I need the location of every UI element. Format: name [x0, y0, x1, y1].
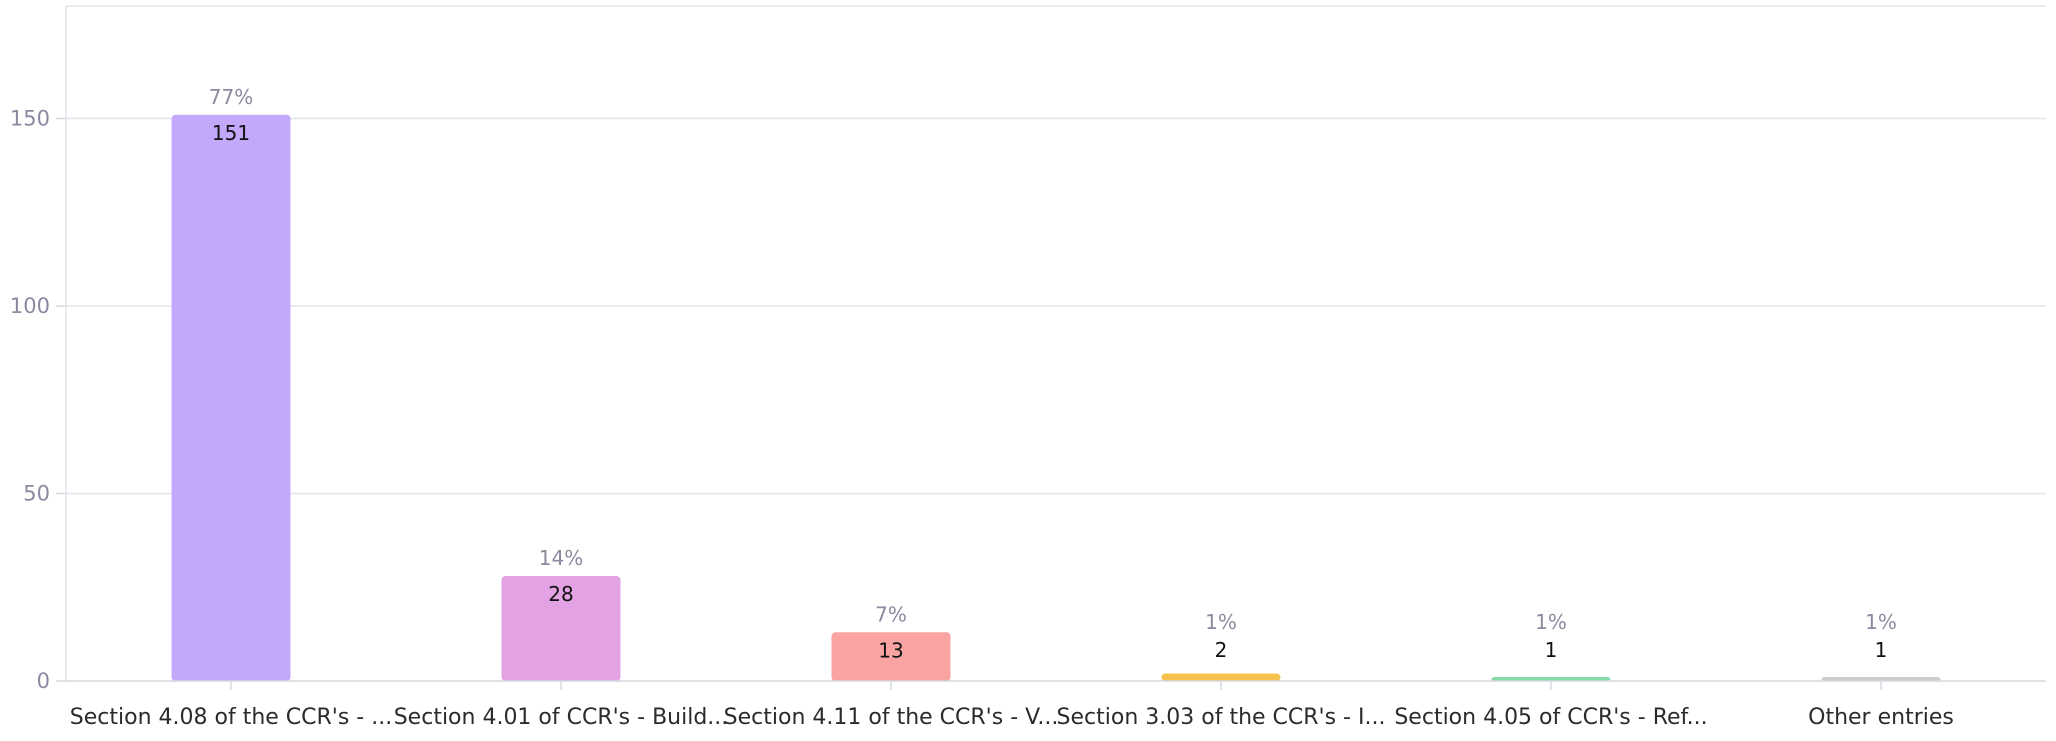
bar[interactable]	[171, 114, 291, 681]
x-category-label: Other entries	[1808, 705, 1954, 730]
y-tick-label: 150	[10, 107, 50, 131]
x-category-label: Section 4.08 of the CCR's - ...	[70, 705, 392, 730]
bar-percent-label: 14%	[539, 546, 583, 570]
bars	[171, 114, 1941, 682]
bar[interactable]	[1491, 677, 1611, 681]
y-tick-label: 100	[10, 294, 50, 318]
x-category-label: Section 3.03 of the CCR's - I...	[1057, 705, 1386, 730]
bar-value-label: 1	[1545, 638, 1558, 662]
bar-percent-label: 7%	[875, 602, 907, 626]
bar[interactable]	[831, 632, 951, 681]
bar[interactable]	[1161, 673, 1281, 682]
bar-value-label: 28	[548, 582, 573, 606]
bar-percent-label: 1%	[1535, 610, 1567, 634]
bar-labels: 77% 151 14% 28 7% 13 1% 2 1% 1 1% 1	[209, 85, 1897, 663]
bar-percent-label: 1%	[1865, 610, 1897, 634]
bar[interactable]	[1821, 677, 1941, 681]
bar[interactable]	[501, 576, 621, 681]
x-category-label: Section 4.01 of CCR's - Build...	[394, 705, 729, 730]
bar-percent-label: 77%	[209, 85, 253, 109]
x-axis	[66, 680, 2046, 690]
bar-value-label: 1	[1875, 638, 1888, 662]
x-category-label: Section 4.11 of the CCR's - V...	[724, 705, 1059, 730]
bar-value-label: 13	[878, 638, 903, 662]
y-tick-label: 50	[23, 482, 50, 506]
x-axis-category-labels: Section 4.08 of the CCR's - ... Section 4…	[70, 705, 1954, 730]
gridlines	[56, 5, 2046, 682]
bar-percent-label: 1%	[1205, 610, 1237, 634]
x-category-label: Section 4.05 of CCR's - Ref...	[1394, 705, 1707, 730]
y-tick-label: 0	[37, 669, 50, 693]
y-axis-tick-labels: 0 50 100 150	[10, 107, 50, 694]
bar-value-label: 2	[1215, 638, 1228, 662]
bar-value-label: 151	[212, 121, 250, 145]
